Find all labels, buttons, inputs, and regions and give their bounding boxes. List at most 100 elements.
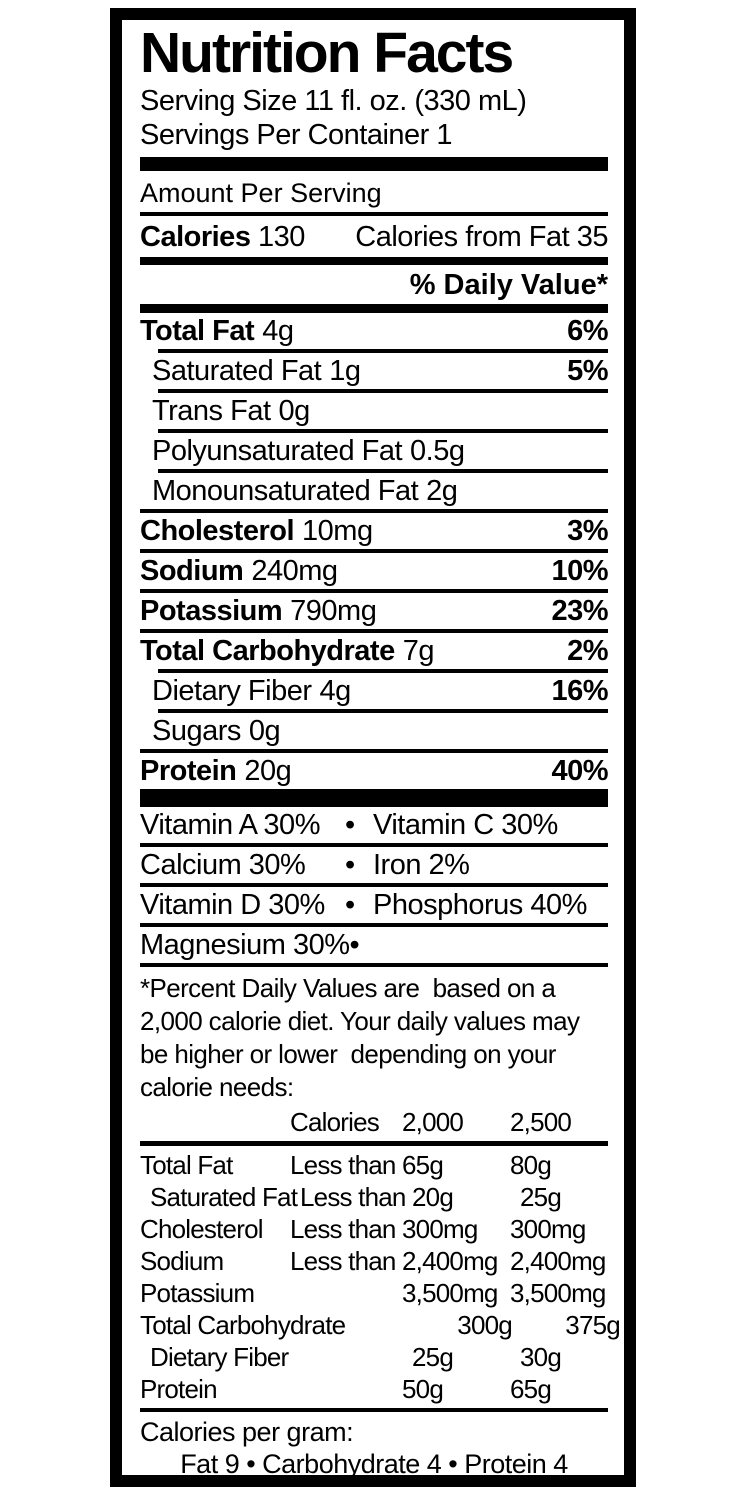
calories-from-fat: Calories from Fat 35	[355, 221, 608, 253]
dv-row-2000-value: 50g	[402, 1374, 444, 1404]
dv-row-2000-value: 25g	[412, 1342, 454, 1372]
nutrient-row: Monounsaturated Fat 2g	[140, 469, 608, 509]
calories-row: Calories 130 Calories from Fat 35	[140, 216, 608, 265]
dv-row-2000-value: 3,500mg	[402, 1278, 498, 1308]
serving-size: Serving Size 11 fl. oz. (330 mL)	[140, 85, 527, 117]
dv-row-2000-value: 65g	[402, 1150, 444, 1180]
nutrient-label: Total Fat 4g	[140, 315, 294, 347]
dv-row-2000-value: 20g	[412, 1182, 454, 1212]
dv-row-2500-value: 300mg	[510, 1214, 586, 1244]
bullet-separator: •	[349, 929, 360, 961]
nutrient-label: Monounsaturated Fat 2g	[140, 475, 458, 507]
dv-table-row: Total Carbohydrate 300g 375g	[140, 1309, 621, 1341]
vitamin-right: Phosphorus 40%	[373, 889, 587, 921]
vitamin-rows: Vitamin A 30% • Vitamin C 30% Calcium 30…	[140, 803, 608, 963]
calories-value: Calories 130	[140, 221, 305, 253]
vitamin-row: Vitamin D 30% • Phosphorus 40%	[140, 883, 608, 923]
nutrient-amount: 790mg	[290, 595, 377, 627]
dv-row-2500-value: 375g	[565, 1310, 620, 1340]
nutrient-daily-value: 23%	[551, 595, 608, 627]
dv-row-2500-value: 25g	[520, 1182, 562, 1212]
footnote-line: be higher or lower depending on your	[140, 1039, 556, 1069]
dv-row-qualifier: Less than	[290, 1214, 396, 1244]
nutrient-label: Potassium 790mg	[140, 595, 377, 627]
dv-table-row: Sodium Less than 2,400mg 2,400mg	[140, 1245, 608, 1277]
vitamin-left: Magnesium 30%	[140, 929, 350, 961]
footnote-line: *Percent Daily Values are based on a	[140, 973, 556, 1003]
dv-row-2000-value: 2,400mg	[402, 1246, 498, 1276]
bullet-separator: •	[345, 889, 355, 921]
dv-row-qualifier: Less than	[300, 1182, 406, 1212]
section-divider-bar	[140, 789, 608, 803]
vitamin-left: Calcium 30%	[140, 849, 306, 881]
dv-row-name: Saturated Fat	[150, 1182, 298, 1212]
nutrient-label: Total Carbohydrate 7g	[140, 635, 435, 667]
dv-table-header-calories: Calories	[290, 1107, 380, 1137]
nutrient-row: Protein 20g 40%	[140, 749, 608, 789]
nutrient-label: Saturated Fat 1g	[140, 355, 361, 387]
dv-row-name: Cholesterol	[140, 1214, 264, 1244]
nutrient-name: Dietary Fiber	[152, 675, 312, 707]
nutrient-amount: 1g	[329, 355, 361, 387]
nutrient-name: Total Carbohydrate	[140, 635, 395, 667]
dv-row-name: Protein	[140, 1374, 218, 1404]
section-divider-bar	[140, 157, 608, 171]
nutrient-daily-value: 10%	[551, 555, 608, 587]
calories-per-gram-detail: Fat 9 • Carbohydrate 4 • Protein 4	[180, 1449, 568, 1479]
nutrient-amount: 10mg	[302, 515, 373, 547]
nutrient-name: Potassium	[140, 595, 283, 627]
vitamin-right: Iron 2%	[373, 849, 470, 881]
nutrient-amount: 240mg	[251, 555, 338, 587]
nutrient-label: Sugars 0g	[140, 717, 281, 746]
calories-number: 130	[258, 221, 305, 253]
nutrient-row: Trans Fat 0g	[140, 389, 608, 429]
dv-row-name: Dietary Fiber	[150, 1342, 289, 1372]
nutrient-amount: 4g	[262, 315, 294, 347]
nutrient-row: Total Fat 4g 6%	[140, 309, 608, 349]
dv-row-2000-value: 300g	[457, 1310, 512, 1340]
dv-table-header-2000: 2,000	[402, 1107, 464, 1137]
nutrient-amount: 20g	[244, 755, 292, 787]
dv-row-qualifier: Less than	[290, 1246, 396, 1276]
dv-table-row: Cholesterol Less than 300mg 300mg	[140, 1213, 608, 1245]
footnote-line: 2,000 calorie diet. Your daily values ma…	[140, 1006, 580, 1036]
nutrient-amount: 2g	[426, 475, 458, 507]
nutrient-row: Saturated Fat 1g 5%	[140, 349, 608, 389]
nutrient-name: Polyunsaturated Fat	[152, 435, 403, 467]
nutrient-daily-value: 16%	[551, 675, 608, 707]
vitamin-left: Vitamin A 30%	[140, 809, 320, 841]
bullet-separator: •	[345, 849, 355, 881]
nutrient-label: Protein 20g	[140, 755, 292, 787]
nutrient-name: Saturated Fat	[152, 355, 322, 387]
dv-row-2500-value: 80g	[510, 1150, 552, 1180]
nutrient-row: Sodium 240mg 10%	[140, 549, 608, 589]
nutrient-name: Total Fat	[140, 315, 255, 347]
dv-table-header: Calories 2,000 2,500	[140, 1104, 608, 1146]
nutrient-amount: 4g	[319, 675, 352, 707]
nutrient-name: Cholesterol	[140, 515, 295, 547]
nutrient-amount: 0g	[278, 395, 311, 427]
nutrient-row: Potassium 790mg 23%	[140, 589, 608, 629]
dv-row-name: Potassium	[140, 1278, 255, 1308]
nutrient-label: Trans Fat 0g	[140, 395, 311, 427]
nutrient-amount: 0.5g	[410, 435, 465, 467]
nutrient-daily-value: 5%	[567, 355, 608, 387]
dv-row-qualifier	[290, 1277, 402, 1309]
dv-row-2500-value: 3,500mg	[510, 1278, 606, 1308]
dv-row-qualifier	[290, 1373, 402, 1405]
amount-per-serving: Amount Per Serving	[140, 171, 608, 216]
nutrient-label: Polyunsaturated Fat 0.5g	[140, 435, 465, 467]
dv-table-row: Potassium 3,500mg 3,500mg	[140, 1277, 608, 1309]
dv-table-rows: Total Fat Less than 65g 80g Saturated Fa…	[140, 1146, 621, 1405]
vitamin-left: Vitamin D 30%	[140, 889, 325, 921]
nutrient-label: Sodium 240mg	[140, 555, 338, 587]
nutrient-label: Dietary Fiber 4g	[140, 675, 352, 707]
dv-table-row: Total Fat Less than 65g 80g	[140, 1149, 608, 1181]
nutrient-row: Sugars 0g	[140, 709, 608, 749]
nutrient-row: Cholesterol 10mg 3%	[140, 509, 608, 549]
percent-daily-value-header: % Daily Value*	[140, 265, 608, 309]
dv-row-2500-value: 30g	[520, 1342, 562, 1372]
dv-row-name: Total Carbohydrate	[140, 1310, 346, 1340]
nutrient-amount: 7g	[402, 635, 435, 667]
calories-per-gram-label: Calories per gram:	[140, 1417, 354, 1447]
